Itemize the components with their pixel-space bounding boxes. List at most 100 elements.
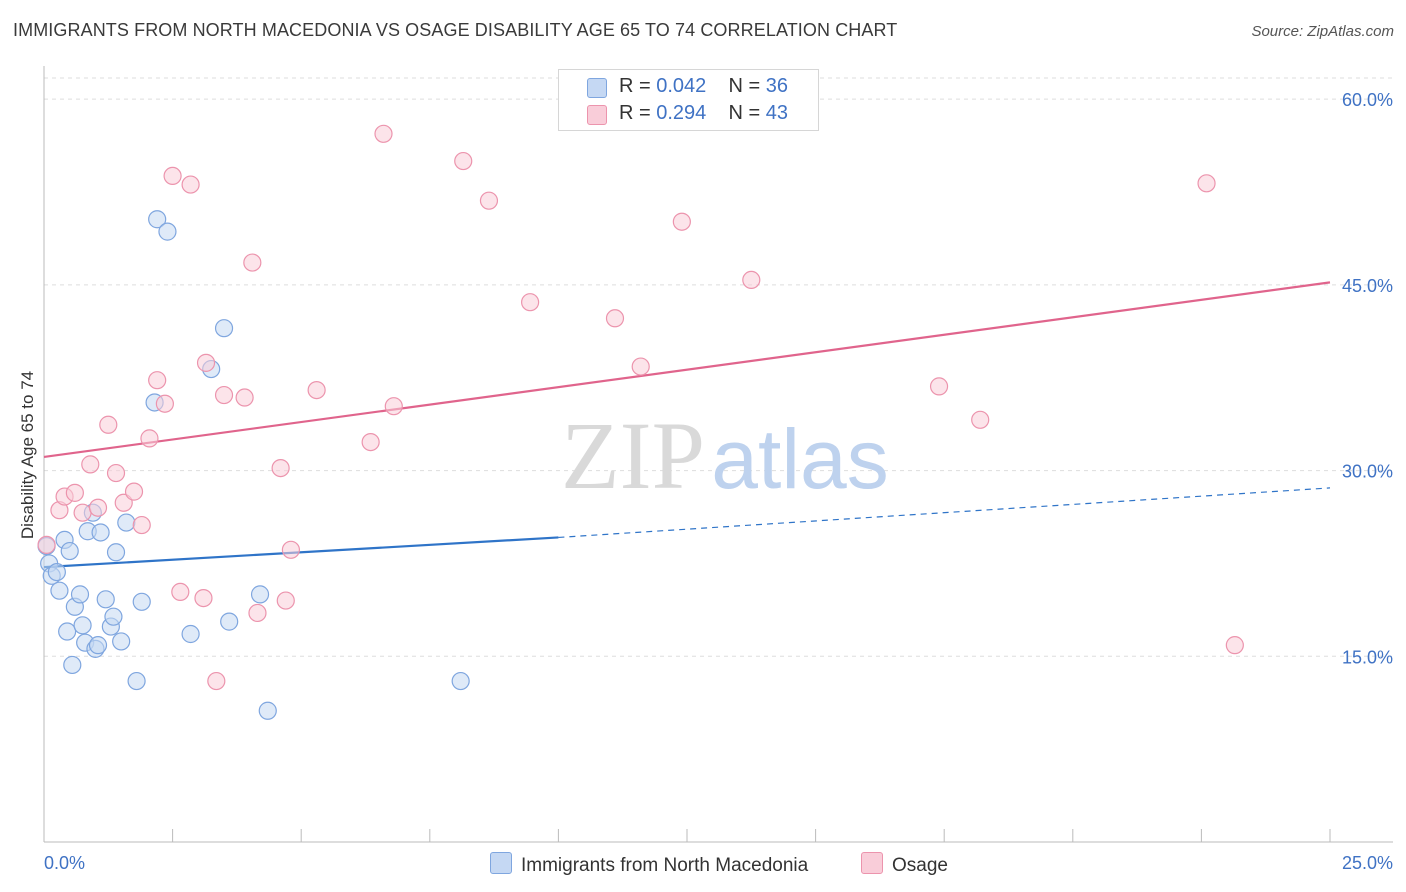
- point-osage: [374, 124, 393, 143]
- bottom-legend-label: Immigrants from North Macedonia: [521, 855, 809, 876]
- point-osage: [37, 535, 56, 554]
- point-immigrants: [88, 636, 108, 655]
- point-osage: [605, 309, 625, 328]
- bottom-legend-osage: Osage: [861, 852, 948, 877]
- point-osage: [742, 270, 761, 290]
- watermark-atlas: atlas: [711, 412, 888, 506]
- point-osage: [479, 191, 499, 210]
- point-immigrants: [73, 616, 92, 635]
- y-tick-label: 15.0%: [1342, 647, 1393, 667]
- point-osage: [276, 591, 295, 610]
- legend: R = 0.042 N = 36 R = 0.294 N = 43: [558, 69, 819, 131]
- legend-n-label: N =: [728, 102, 766, 124]
- x-tick-label: 0.0%: [44, 853, 85, 873]
- point-osage: [99, 415, 118, 434]
- point-immigrants: [91, 523, 110, 542]
- tick-labels: 15.0% 30.0% 45.0% 60.0% 0.0% 25.0%: [44, 90, 1393, 873]
- point-immigrants: [148, 210, 167, 229]
- point-immigrants: [132, 592, 151, 611]
- point-immigrants: [181, 624, 200, 644]
- point-osage: [971, 410, 990, 429]
- legend-swatch-pink: [587, 105, 607, 125]
- point-osage: [214, 385, 234, 405]
- legend-n-value: 36: [765, 75, 789, 97]
- legend-r-label: R =: [619, 75, 657, 97]
- watermark-zip: ZIP: [561, 402, 705, 509]
- point-osage: [73, 503, 92, 522]
- point-osage: [384, 397, 403, 416]
- legend-r-label: R =: [619, 102, 657, 124]
- point-osage: [181, 175, 200, 194]
- point-immigrants: [250, 585, 270, 604]
- point-osage: [114, 493, 133, 512]
- point-osage: [124, 482, 144, 501]
- point-immigrants: [58, 622, 77, 641]
- legend-swatch-blue: [587, 78, 607, 98]
- point-osage: [81, 455, 100, 474]
- point-osage: [248, 603, 267, 623]
- point-osage: [65, 483, 84, 502]
- point-osage: [106, 463, 126, 483]
- point-osage: [88, 498, 108, 517]
- point-immigrants: [158, 222, 177, 241]
- point-immigrants: [60, 541, 79, 561]
- point-immigrants: [112, 632, 131, 651]
- point-osage: [243, 253, 262, 272]
- data-points: [37, 124, 1244, 720]
- point-immigrants: [47, 562, 66, 582]
- source-label: Source: ZipAtlas.com: [1251, 23, 1394, 40]
- watermark: ZIP atlas: [561, 402, 889, 509]
- legend-n-label: N =: [728, 75, 766, 97]
- bottom-legend-immigrants: Immigrants from North Macedonia: [490, 852, 808, 877]
- trend-lines: [43, 281, 1331, 569]
- point-osage: [163, 166, 182, 186]
- point-immigrants: [63, 655, 82, 675]
- y-axis-label: Disability Age 65 to 74: [18, 371, 37, 539]
- chart-title: IMMIGRANTS FROM NORTH MACEDONIA VS OSAGE…: [13, 20, 898, 40]
- point-osage: [155, 394, 174, 413]
- gridlines: [44, 77, 1393, 657]
- point-osage: [361, 432, 380, 452]
- point-osage: [148, 371, 167, 390]
- y-tick-label: 45.0%: [1342, 276, 1393, 296]
- point-immigrants: [117, 513, 136, 532]
- legend-n-value: 43: [765, 102, 789, 124]
- point-osage: [1197, 174, 1216, 193]
- point-osage: [171, 582, 190, 602]
- point-osage: [132, 515, 151, 535]
- y-tick-label: 60.0%: [1342, 90, 1393, 110]
- point-immigrants: [451, 671, 470, 691]
- point-osage: [140, 429, 159, 448]
- point-osage: [207, 671, 226, 691]
- point-immigrants: [96, 590, 115, 609]
- axes: [43, 66, 1393, 843]
- point-osage: [631, 357, 650, 376]
- point-immigrants: [258, 701, 277, 720]
- point-osage: [194, 588, 213, 608]
- point-osage: [235, 388, 254, 407]
- bottom-legend-swatch-blue: [490, 852, 512, 874]
- point-osage: [672, 212, 691, 231]
- bottom-legend-label: Osage: [892, 855, 948, 876]
- x-tick-label: 25.0%: [1342, 853, 1393, 873]
- point-immigrants: [70, 585, 90, 604]
- point-immigrants: [127, 671, 146, 691]
- trend-line-immigrants: [43, 536, 559, 569]
- point-immigrants: [106, 543, 126, 562]
- point-immigrants: [50, 581, 69, 600]
- point-osage: [196, 353, 216, 372]
- point-osage: [281, 540, 301, 559]
- legend-r-value: 0.294: [656, 102, 707, 124]
- point-osage: [307, 380, 326, 400]
- bottom-legend-swatch-pink: [861, 852, 883, 874]
- y-tick-label: 30.0%: [1342, 462, 1393, 482]
- point-osage: [271, 458, 290, 478]
- point-osage: [454, 151, 473, 171]
- point-immigrants: [220, 612, 239, 631]
- legend-r-value: 0.042: [656, 75, 707, 97]
- trend-line-immigrants-extrapolated: [558, 487, 1331, 539]
- point-immigrants: [104, 607, 123, 626]
- point-osage: [929, 377, 949, 396]
- point-osage: [521, 293, 540, 312]
